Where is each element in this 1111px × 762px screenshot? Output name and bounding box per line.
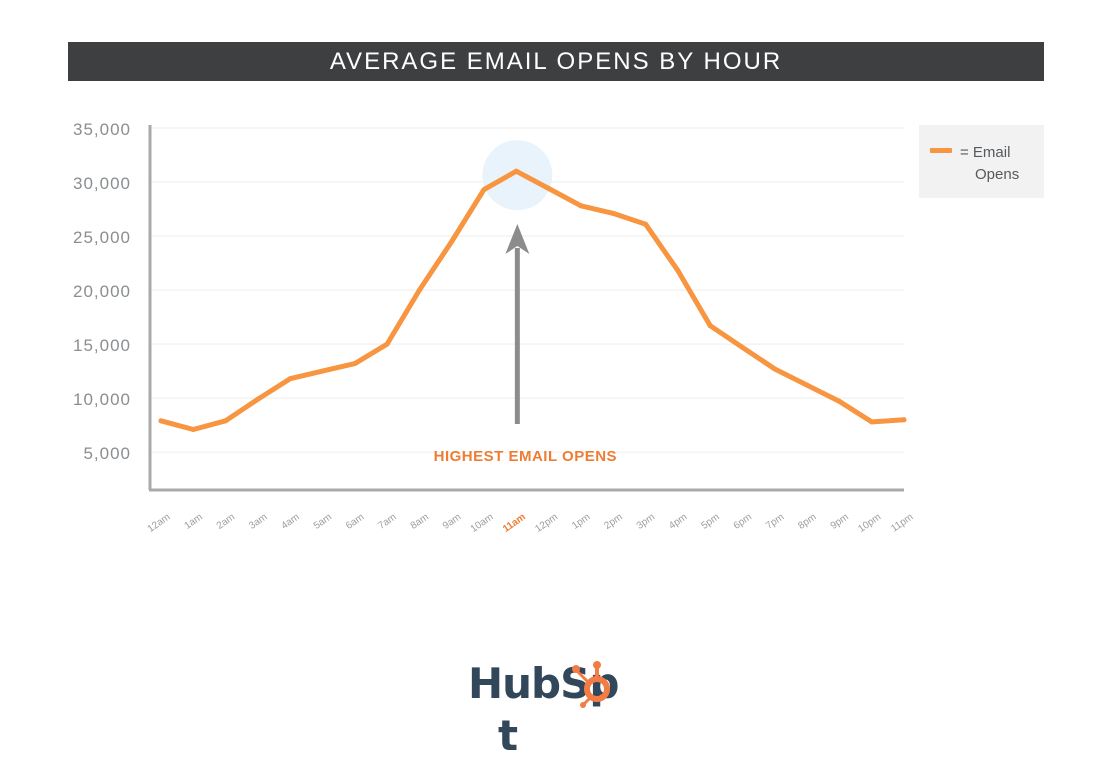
data-point — [287, 376, 293, 382]
data-point — [869, 419, 875, 425]
data-point — [416, 287, 422, 293]
data-point — [804, 382, 810, 388]
chart-title: AVERAGE EMAIL OPENS BY HOUR — [68, 42, 1044, 81]
data-point — [449, 238, 455, 244]
legend-line-1: = Email — [960, 144, 1011, 161]
legend-label: = Email Opens — [960, 142, 1040, 186]
y-tick-label: 15,000 — [73, 336, 131, 355]
x-tick-label: 3pm — [635, 512, 657, 532]
data-point — [481, 187, 487, 193]
data-point — [772, 366, 778, 372]
line-chart: 5,000 10,000 15,000 20,000 25,000 30,000 35,00… — [73, 120, 915, 535]
data-point — [320, 368, 326, 374]
y-tick-label: 5,000 — [83, 444, 131, 463]
x-tick-label: 10pm — [856, 512, 883, 535]
data-point — [675, 268, 681, 274]
y-tick-label: 35,000 — [73, 120, 131, 139]
x-tick-label: 7pm — [764, 512, 786, 532]
logo-wordmark: HubSpt — [468, 658, 648, 762]
x-tick-label: 8pm — [796, 512, 818, 532]
x-tick-label: 1am — [183, 512, 205, 532]
x-tick-label: 6pm — [732, 512, 754, 532]
x-tick-label: 1pm — [570, 512, 592, 532]
x-tick-label: 4pm — [667, 512, 689, 532]
logo-text-end: t — [498, 711, 518, 760]
legend-swatch-email-opens — [930, 148, 952, 153]
sprocket-icon — [572, 661, 610, 708]
data-point — [901, 417, 907, 423]
legend-line-2: Opens — [975, 166, 1020, 183]
y-tick-label: 10,000 — [73, 390, 131, 409]
x-tick-label: 2pm — [602, 512, 624, 532]
y-tick-label: 30,000 — [73, 174, 131, 193]
data-point — [352, 361, 358, 367]
x-tick-label: 6am — [344, 512, 366, 532]
x-tick-label: 8am — [409, 512, 431, 532]
highlight-arrow-head — [505, 224, 530, 254]
data-point — [578, 203, 584, 209]
data-point — [836, 398, 842, 404]
x-tick-label: 11am — [501, 512, 528, 535]
x-tick-label: 9am — [441, 512, 463, 532]
x-tick-label: 7am — [376, 512, 398, 532]
hubspot-logo: HubSpt — [468, 652, 648, 760]
data-point — [513, 168, 519, 174]
data-point — [255, 396, 261, 402]
data-point — [707, 323, 713, 329]
series-line-email-opens — [158, 168, 907, 432]
x-tick-label: 12am — [146, 512, 173, 535]
data-point — [643, 221, 649, 227]
data-point — [739, 344, 745, 350]
x-tick-label: 5pm — [699, 512, 721, 532]
data-point — [190, 426, 196, 432]
highlight-circle — [482, 140, 553, 211]
data-point — [384, 341, 390, 347]
y-tick-label: 25,000 — [73, 228, 131, 247]
data-point — [610, 210, 616, 216]
x-tick-label: 5am — [312, 512, 334, 532]
highlight-label: HIGHEST EMAIL OPENS — [434, 448, 617, 465]
x-tick-label: 9pm — [829, 512, 851, 532]
data-point — [546, 186, 552, 192]
legend: = Email Opens — [919, 125, 1044, 198]
x-tick-label: 11pm — [889, 512, 915, 535]
x-tick-label: 3am — [247, 512, 269, 532]
x-tick-label: 10am — [469, 512, 496, 535]
x-tick-label: 12pm — [533, 512, 560, 535]
data-point — [158, 418, 164, 424]
data-point — [223, 418, 229, 424]
y-tick-label: 20,000 — [73, 282, 131, 301]
x-tick-label: 2am — [215, 512, 237, 532]
x-tick-label: 4am — [279, 512, 301, 532]
